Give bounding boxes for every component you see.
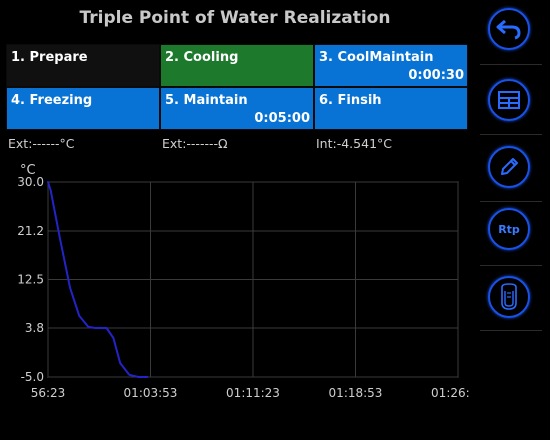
step-maintain[interactable]: 5. Maintain 0:05:00 bbox=[160, 87, 314, 130]
cell-button[interactable] bbox=[488, 276, 530, 318]
step-coolmaintain[interactable]: 3. CoolMaintain 0:00:30 bbox=[314, 44, 468, 87]
sidebar-divider bbox=[480, 134, 542, 135]
y-axis-unit: °C bbox=[20, 163, 36, 178]
step-freezing[interactable]: 4. Freezing bbox=[6, 87, 160, 130]
y-tick-label: 12.5 bbox=[17, 273, 44, 287]
step-cooling[interactable]: 2. Cooling bbox=[160, 44, 314, 87]
sidebar-divider bbox=[480, 265, 542, 266]
step-label: 2. Cooling bbox=[165, 50, 239, 65]
step-label: 3. CoolMaintain bbox=[319, 50, 434, 65]
pencil-icon bbox=[501, 158, 518, 175]
chart-svg: 30.0 21.2 12.5 3.8 -5.0 56:23 01:03:53 01:11:23… bbox=[17, 163, 470, 400]
step-time: 0:05:00 bbox=[254, 111, 310, 126]
internal-temperature: Int:-4.541°C bbox=[316, 136, 392, 151]
x-tick-label: 01:26:23 bbox=[431, 386, 470, 400]
step-label: 1. Prepare bbox=[11, 50, 88, 65]
external-temperature: Ext:------°C bbox=[8, 136, 75, 151]
step-label: 6. Finsih bbox=[319, 93, 382, 108]
step-finish[interactable]: 6. Finsih bbox=[314, 87, 468, 130]
y-tick-label: -5.0 bbox=[21, 370, 44, 384]
triple-point-cell-icon bbox=[501, 283, 517, 310]
sidebar-divider bbox=[480, 64, 542, 65]
step-time: 0:00:30 bbox=[408, 68, 464, 83]
back-arrow-icon bbox=[496, 19, 521, 40]
y-tick-label: 21.2 bbox=[17, 224, 44, 238]
step-prepare[interactable]: 1. Prepare bbox=[6, 44, 160, 87]
external-resistance: Ext:-------Ω bbox=[162, 136, 228, 151]
sidebar-divider bbox=[480, 201, 542, 202]
sidebar-divider bbox=[480, 330, 542, 331]
y-tick-label: 3.8 bbox=[25, 321, 44, 335]
step-label: 4. Freezing bbox=[11, 93, 93, 108]
temperature-series-line bbox=[47, 181, 149, 378]
step-label: 5. Maintain bbox=[165, 93, 248, 108]
x-tick-label: 01:11:23 bbox=[226, 386, 280, 400]
y-tick-label: 30.0 bbox=[17, 175, 44, 189]
table-button[interactable] bbox=[488, 79, 530, 121]
rtp-button[interactable]: Rtp bbox=[488, 208, 530, 250]
back-button[interactable] bbox=[488, 8, 530, 50]
readings-row: Ext:------°C Ext:-------Ω Int:-4.541°C bbox=[0, 136, 470, 152]
page-title: Triple Point of Water Realization bbox=[79, 8, 391, 28]
rtp-label: Rtp bbox=[498, 222, 520, 236]
step-grid: 1. Prepare 2. Cooling 3. CoolMaintain 0:… bbox=[6, 44, 468, 130]
edit-button[interactable] bbox=[488, 146, 530, 188]
table-grid-icon bbox=[498, 91, 520, 109]
x-tick-label: 01:18:53 bbox=[329, 386, 383, 400]
x-tick-label: 56:23 bbox=[31, 386, 66, 400]
x-tick-label: 01:03:53 bbox=[124, 386, 178, 400]
temperature-chart: 30.0 21.2 12.5 3.8 -5.0 56:23 01:03:53 01:11:23… bbox=[0, 156, 470, 408]
